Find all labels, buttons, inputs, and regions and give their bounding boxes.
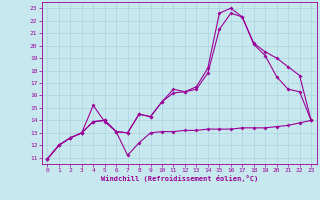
- X-axis label: Windchill (Refroidissement éolien,°C): Windchill (Refroidissement éolien,°C): [100, 175, 258, 182]
